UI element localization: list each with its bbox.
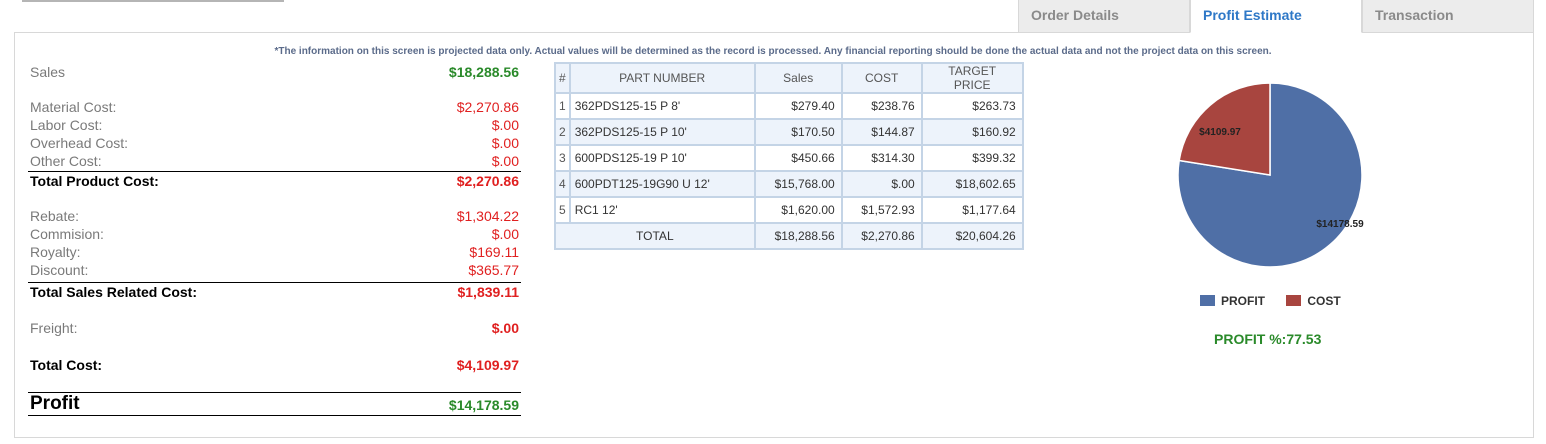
table-row: 3 600PDS125-19 P 10' $450.66 $314.30 $39… <box>554 144 1024 172</box>
material-cost-value: $2,270.86 <box>456 99 519 115</box>
part-number-cell: 600PDT125-19G90 U 12' <box>568 170 756 198</box>
sales-cell: $1,620.00 <box>753 196 843 224</box>
discount-value: $365.77 <box>468 262 519 278</box>
column-header-target-price: TARGET PRICE <box>920 62 1024 94</box>
sales-cell: $279.40 <box>753 92 843 120</box>
total-sales-related-cost-value: $1,839.11 <box>457 284 519 300</box>
cost-cell: $314.30 <box>840 144 923 172</box>
column-header-sales: Sales <box>753 62 843 94</box>
profit-cost-pie-chart: $14178.59 $4109.97 <box>1177 82 1364 268</box>
other-cost-label: Other Cost: <box>30 153 102 169</box>
divider <box>28 171 521 172</box>
pie-label-profit: $14178.59 <box>1316 219 1364 230</box>
profit-value: $14,178.59 <box>448 397 519 413</box>
column-header-number: # <box>554 62 571 94</box>
tab-profit-estimate[interactable]: Profit Estimate <box>1190 0 1362 33</box>
cost-cell: $144.87 <box>840 118 923 146</box>
legend-item-cost: COST <box>1286 294 1341 308</box>
target-price-cell: $18,602.65 <box>920 170 1024 198</box>
royalty-value: $169.11 <box>469 244 519 260</box>
freight-label: Freight: <box>30 320 78 336</box>
target-price-cell: $160.92 <box>920 118 1024 146</box>
divider <box>28 282 521 283</box>
overhead-cost-value: $.00 <box>491 135 519 151</box>
discount-label: Discount: <box>30 262 89 278</box>
sales-label: Sales <box>30 64 66 80</box>
other-cost-value: $.00 <box>491 153 519 169</box>
legend-label-profit: PROFIT <box>1221 294 1265 308</box>
part-number-cell: 362PDS125-15 P 8' <box>568 92 756 120</box>
cost-cell: $.00 <box>840 170 923 198</box>
cost-cell: $1,572.93 <box>840 196 923 224</box>
tab-order-details[interactable]: Order Details <box>1018 0 1190 33</box>
row-number: 2 <box>554 118 571 146</box>
part-number-cell: 362PDS125-15 P 10' <box>568 118 756 146</box>
row-number: 3 <box>554 144 571 172</box>
row-number: 5 <box>554 196 571 224</box>
total-label: TOTAL <box>554 222 756 250</box>
divider <box>28 415 521 416</box>
total-product-cost-label: Total Product Cost: <box>30 173 159 189</box>
projection-notice: *The information on this screen is proje… <box>274 46 1272 57</box>
legend-swatch-cost <box>1286 295 1302 306</box>
legend-item-profit: PROFIT <box>1200 294 1268 308</box>
profit-percentage: PROFIT %:77.53 <box>1214 331 1322 347</box>
legend-swatch-profit <box>1200 295 1215 306</box>
sales-cell: $170.50 <box>753 118 843 146</box>
column-header-part-number: PART NUMBER <box>568 62 756 94</box>
freight-value: $.00 <box>491 320 519 336</box>
sales-cell: $450.66 <box>753 144 843 172</box>
tab-transaction[interactable]: Transaction <box>1362 0 1534 33</box>
pie-label-cost: $4109.97 <box>1199 127 1241 138</box>
table-row: 4 600PDT125-19G90 U 12' $15,768.00 $.00 … <box>554 170 1024 198</box>
material-cost-label: Material Cost: <box>30 99 117 115</box>
total-target-price-cell: $20,604.26 <box>920 222 1024 250</box>
row-number: 1 <box>554 92 571 120</box>
chart-legend: PROFIT COST <box>1200 294 1341 308</box>
parts-table: # PART NUMBER Sales COST TARGET PRICE 1 … <box>554 62 1024 250</box>
legend-label-cost: COST <box>1307 294 1341 308</box>
rebate-value: $1,304.22 <box>456 208 519 224</box>
part-number-cell: RC1 12' <box>568 196 756 224</box>
column-header-cost: COST <box>840 62 923 94</box>
table-row: 2 362PDS125-15 P 10' $170.50 $144.87 $16… <box>554 118 1024 146</box>
total-sales-related-cost-label: Total Sales Related Cost: <box>30 284 198 300</box>
table-row: 5 RC1 12' $1,620.00 $1,572.93 $1,177.64 <box>554 196 1024 224</box>
sales-value: $18,288.56 <box>448 64 519 80</box>
target-price-cell: $1,177.64 <box>920 196 1024 224</box>
royalty-label: Royalty: <box>30 244 81 260</box>
pie-slice-profit <box>1177 82 1363 268</box>
commision-value: $.00 <box>491 226 519 242</box>
top-divider <box>22 0 284 2</box>
row-number: 4 <box>554 170 571 198</box>
divider <box>28 392 521 393</box>
target-price-cell: $263.73 <box>920 92 1024 120</box>
sales-cell: $15,768.00 <box>753 170 843 198</box>
total-cost-cell: $2,270.86 <box>840 222 923 250</box>
target-price-cell: $399.32 <box>920 144 1024 172</box>
total-product-cost-value: $2,270.86 <box>456 173 519 189</box>
total-cost-value: $4,109.97 <box>456 357 519 373</box>
table-total-row: TOTAL $18,288.56 $2,270.86 $20,604.26 <box>554 222 1024 250</box>
total-cost-label: Total Cost: <box>30 357 103 373</box>
table-row: 1 362PDS125-15 P 8' $279.40 $238.76 $263… <box>554 92 1024 120</box>
overhead-cost-label: Overhead Cost: <box>30 135 129 151</box>
profit-label: Profit <box>30 393 80 414</box>
cost-cell: $238.76 <box>840 92 923 120</box>
commision-label: Commision: <box>30 226 104 242</box>
part-number-cell: 600PDS125-19 P 10' <box>568 144 756 172</box>
pie-slice-cost <box>1178 82 1271 176</box>
labor-cost-value: $.00 <box>491 117 519 133</box>
rebate-label: Rebate: <box>30 208 80 224</box>
labor-cost-label: Labor Cost: <box>30 117 103 133</box>
total-sales-cell: $18,288.56 <box>753 222 843 250</box>
